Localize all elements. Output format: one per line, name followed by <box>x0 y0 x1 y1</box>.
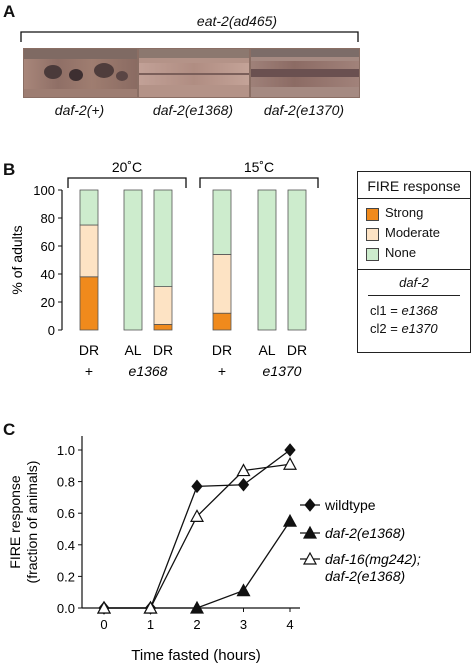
legend-label-strong: Strong <box>385 205 424 220</box>
data-point-diamond <box>191 479 203 494</box>
x-axis-label: Time fasted (hours) <box>131 647 261 664</box>
data-point-diamond <box>237 477 250 492</box>
label-daf2-wildtype: daf-2(+) <box>54 102 105 118</box>
y-tick-label: 40 <box>41 267 55 282</box>
legend-cl2: cl2 = e1370 <box>370 321 438 336</box>
bar-segment-none <box>123 189 143 331</box>
y-tick-label: 0.6 <box>57 506 75 521</box>
legend-swatch-strong <box>366 208 379 221</box>
panel-c-letter: C <box>3 420 16 439</box>
bar-segment-none <box>257 189 277 331</box>
legend-divider-2 <box>358 269 470 270</box>
legend-label-daf2: daf-2(e1368) <box>325 525 405 541</box>
genotype-label: e1370 <box>263 363 302 379</box>
y-tick-label: 0.4 <box>57 538 75 553</box>
genotype-label: + <box>218 363 226 379</box>
data-point-open-triangle <box>143 600 158 614</box>
y-tick-label: 0.8 <box>57 475 75 490</box>
series-line-1 <box>104 520 291 609</box>
bar-category-label: DR <box>212 342 232 358</box>
y-tick-label: 20 <box>41 295 55 310</box>
x-tick-label: 1 <box>147 617 154 632</box>
data-point-filled-triangle <box>189 600 205 614</box>
bar-category-label: DR <box>287 342 307 358</box>
data-point-open-triangle <box>96 600 112 614</box>
data-point-diamond <box>284 443 296 457</box>
legend-marker-wildtype <box>304 498 316 512</box>
bar-segment-moderate <box>212 254 232 314</box>
x-tick-label: 4 <box>286 617 293 632</box>
data-point-filled-triangle <box>236 583 251 597</box>
label-daf2-e1370: daf-2(e1370) <box>263 102 345 118</box>
bar-segment-none <box>212 189 232 255</box>
legend-label-wildtype: wildtype <box>324 497 376 513</box>
legend-swatch-none <box>366 248 379 261</box>
genotype-label: + <box>85 363 93 379</box>
data-point-open-triangle <box>236 463 251 477</box>
temp-bracket-20c <box>67 177 187 188</box>
bar-category-label: DR <box>153 342 173 358</box>
y-axis-label-line1: FIRE response <box>7 475 23 569</box>
bar-category-label: DR <box>79 342 99 358</box>
legend-underline <box>368 295 460 296</box>
bar-segment-strong <box>212 312 232 331</box>
bar-category-label: AL <box>124 342 141 358</box>
legend-daf2-heading: daf-2 <box>399 275 429 290</box>
micrograph-daf2-wildtype <box>23 48 138 98</box>
x-tick-label: 0 <box>100 617 107 632</box>
y-axis-label: % of adults <box>9 225 25 294</box>
eat2-bracket <box>20 31 359 42</box>
legend-cl2-value: e1370 <box>401 321 438 336</box>
x-tick-label: 2 <box>193 617 200 632</box>
panel-a-letter: A <box>3 2 16 21</box>
y-tick-label: 1.0 <box>57 443 75 458</box>
data-point-filled-triangle <box>282 513 298 527</box>
genotype-label: e1368 <box>129 363 168 379</box>
data-point-open-triangle <box>189 509 205 522</box>
bar-segment-strong <box>153 323 173 331</box>
legend-marker-daf2 <box>302 525 318 539</box>
y-tick-label: 80 <box>41 211 55 226</box>
legend-cl1: cl1 = e1368 <box>370 303 438 318</box>
series-line-0 <box>104 449 291 609</box>
x-tick-label: 3 <box>240 617 247 632</box>
y-tick-label: 0 <box>48 323 55 338</box>
bar-segment-moderate <box>153 286 173 325</box>
data-point-open-triangle <box>282 456 298 470</box>
micrograph-daf2-e1368 <box>138 48 250 98</box>
bar-category-label: AL <box>258 342 275 358</box>
legend-divider <box>358 198 470 199</box>
legend-swatch-moderate <box>366 228 379 241</box>
bar-segment-none <box>287 189 307 331</box>
y-tick-label: 0.0 <box>57 601 75 616</box>
y-tick-label: 60 <box>41 239 55 254</box>
legend-label-none: None <box>385 245 417 260</box>
fire-response-bar-chart: 20˚C 15˚C 0 20 40 60 80 100 % of adults DR AL DR DR A… <box>9 159 319 379</box>
panel-b-letter: B <box>3 160 16 179</box>
legend-label-daf16-line1: daf-16(mg242); <box>325 551 421 567</box>
fire-response-time-course-chart: 0.0 0.2 0.4 0.6 0.8 1.0 0 1 2 3 4 Time fasted (hour… <box>7 436 421 664</box>
y-axis-label-line2: (fraction of animals) <box>24 461 40 584</box>
legend-cl2-prefix: cl2 = <box>370 321 402 336</box>
eat2-bracket-label: eat-2(ad465) <box>196 13 278 29</box>
bar-segment-none <box>79 189 99 226</box>
bar-segment-none <box>153 189 173 287</box>
label-daf2-e1368: daf-2(e1368) <box>152 102 234 118</box>
legend-cl1-prefix: cl1 = <box>370 303 402 318</box>
fire-response-legend: FIRE response Strong Moderate None daf-2… <box>357 171 471 353</box>
temp-label-20c: 20˚C <box>112 159 142 175</box>
temp-label-15c: 15˚C <box>244 159 274 175</box>
legend-label-daf16-line2: daf-2(e1368) <box>325 568 405 584</box>
legend-cl1-value: e1368 <box>401 303 438 318</box>
y-tick-label: 0.2 <box>57 569 75 584</box>
bar-segment-strong <box>79 276 99 331</box>
legend-label-moderate: Moderate <box>385 225 440 240</box>
legend-marker-daf16 <box>302 551 318 565</box>
temp-bracket-15c <box>199 177 319 188</box>
legend-title: FIRE response <box>367 178 461 194</box>
micrograph-daf2-e1370 <box>250 48 360 98</box>
y-tick-label: 100 <box>33 183 55 198</box>
bar-segment-moderate <box>79 224 99 278</box>
